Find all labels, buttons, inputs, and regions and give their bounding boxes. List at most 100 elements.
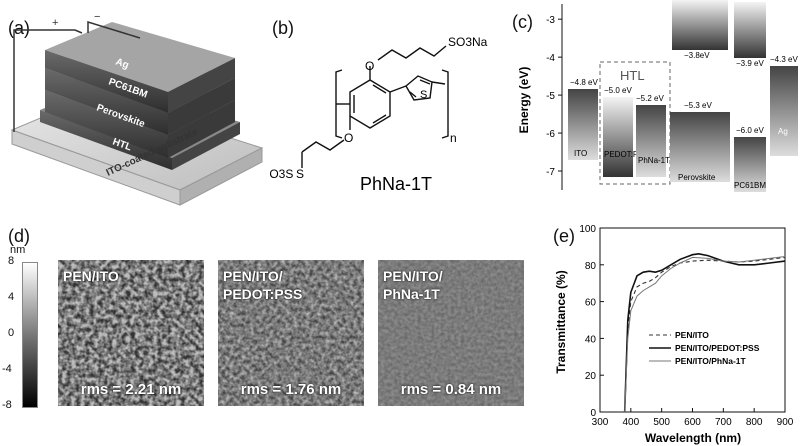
perovskite-side [168, 100, 235, 158]
wire-right [87, 20, 141, 39]
level-ito [568, 89, 598, 160]
energy-axis-label: Energy (eV) [517, 67, 531, 134]
y-tick-label-2: 40 [585, 334, 597, 345]
level-pedot [603, 97, 633, 177]
panel-label-b: (b) [272, 18, 294, 38]
htl-side [172, 122, 240, 170]
level-phna1t-value: −5.2 eV [636, 94, 664, 103]
level-ito-value: −4.8 eV [570, 78, 598, 87]
substrate-side [179, 147, 263, 206]
ag-front [45, 50, 168, 113]
panel-label-c: (c) [512, 12, 533, 32]
level-perovskite-vb [670, 112, 730, 182]
afm-image-pen-ito-pedot: PEN/ITO/ PEDOT:PSS rms = 1.76 nm [218, 260, 364, 406]
level-phna1t [636, 105, 666, 177]
y-axis-label: Transmittance (%) [554, 270, 568, 373]
energy-tick-label-4: -7 [546, 167, 555, 178]
afm-scale-tick-4: 4 [8, 291, 15, 303]
series-line-1 [623, 252, 786, 413]
sulfur-chain: S [296, 167, 304, 181]
device-stack-diagram: + − Ag PC61BM Perovskite HTL ITO-coated … [10, 11, 264, 206]
x-tick-label-3: 600 [684, 417, 701, 428]
afm-rms-2: rms = 1.76 nm [240, 381, 342, 398]
level-perovskite-cb [672, 0, 728, 50]
wire-left [13, 29, 83, 132]
level-pedot-name: PEDOT:PSS [604, 150, 649, 159]
afm-title-2b: PEDOT:PSS [223, 286, 303, 302]
afm-unit: nm [10, 244, 26, 256]
minus-sign: − [94, 11, 100, 23]
level-pcbm-lumo-value: −3.9 eV [736, 59, 764, 68]
level-perovskite-lumo: −3.8eV [684, 51, 710, 60]
oxygen-bottom: O [344, 131, 353, 145]
afm-scale-tick-m4: -4 [2, 363, 12, 375]
y-tick-label-3: 60 [585, 298, 597, 309]
series-line-2 [624, 256, 786, 413]
energy-level-diagram: -3 -4 -5 -6 -7 Energy (eV) −4.8 eV ITO HTL −… [517, 0, 798, 192]
benzene-ring [349, 79, 391, 129]
afm-scale-tick-0: 0 [8, 327, 15, 339]
x-tick-label-1: 400 [622, 417, 639, 428]
level-ito-name: ITO [574, 149, 587, 158]
level-ag-name: Ag [778, 127, 788, 136]
energy-tick-label-1: -4 [546, 53, 555, 64]
level-pcbm-name: PC61BM [734, 181, 766, 190]
htl-front [40, 110, 172, 170]
y-tick-label-1: 20 [585, 371, 597, 382]
level-perovskite-name: Perovskite [678, 173, 716, 182]
x-tick-label-5: 800 [746, 417, 763, 428]
perovskite-front [45, 90, 168, 158]
afm-colorbar [22, 262, 38, 408]
thiophene-ring [405, 75, 433, 101]
plus-sign: + [52, 17, 58, 29]
level-pcbm-lumo [734, 2, 766, 58]
afm-title-3b: PhNa-1T [383, 286, 440, 302]
x-tick-label-2: 500 [653, 417, 670, 428]
afm-scale-tick-m8: -8 [2, 399, 12, 411]
energy-tick-label-3: -6 [546, 129, 555, 140]
htl-box [599, 61, 671, 185]
y-tick-label-5: 100 [579, 224, 596, 235]
afm-rms-3: rms = 0.84 nm [400, 381, 502, 398]
ag-top [45, 22, 235, 92]
x-tick-label-4: 700 [715, 417, 732, 428]
level-pedot-value: −5.0 eV [604, 86, 632, 95]
afm-rms-1: rms = 2.21 nm [80, 381, 182, 398]
level-perovskite-value: −5.3 eV [684, 101, 712, 110]
afm-image-pen-ito: PEN/ITO rms = 2.21 nm [58, 260, 204, 406]
legend-label-1: PEN/ITO/PEDOT:PSS [675, 343, 760, 353]
level-phna1t-name: PhNa-1T [638, 156, 670, 165]
energy-tick-label-2: -5 [546, 91, 555, 102]
afm-image-pen-ito-phna1t: PEN/ITO/ PhNa-1T rms = 0.84 nm [378, 260, 524, 406]
afm-title-3a: PEN/ITO/ [383, 268, 443, 284]
y-tick-label-0: 0 [590, 408, 596, 419]
legend-label-0: PEN/ITO [675, 330, 709, 340]
so3na-label: SO3Na [448, 35, 488, 49]
x-axis-label: Wavelength (nm) [645, 431, 741, 445]
energy-tick-label-0: -3 [546, 15, 555, 26]
level-ag [770, 66, 798, 156]
transmittance-chart: 300 400 500 600 700 800 900 0 20 40 60 80 100 PEN/ITO… [554, 224, 794, 445]
legend-label-2: PEN/ITO/PhNa-1T [675, 356, 746, 366]
htl-box-label: HTL [620, 68, 645, 83]
x-tick-label-0: 300 [592, 417, 609, 428]
level-ag-value: −4.3 eV [770, 55, 798, 64]
afm-scale-tick-8: 8 [8, 255, 15, 267]
level-pcbm-homo [734, 137, 766, 192]
sulfur-thiophene: S [420, 89, 427, 101]
level-pcbm-value: −6.0 eV [736, 126, 764, 135]
y-tick-label-4: 80 [585, 261, 597, 272]
pcbm-side [168, 78, 235, 135]
pcbm-front [45, 68, 168, 135]
layer-label-ag: Ag [114, 56, 130, 71]
x-tick-label-6: 900 [777, 417, 794, 428]
panel-label-e: (e) [553, 226, 575, 246]
ag-side [168, 58, 235, 113]
afm-title-2a: PEN/ITO/ [223, 268, 283, 284]
molecule-name: PhNa-1T [360, 174, 432, 194]
afm-title-1: PEN/ITO [63, 268, 119, 284]
repeat-n: n [450, 131, 457, 145]
panel-label-d: (d) [8, 226, 30, 246]
